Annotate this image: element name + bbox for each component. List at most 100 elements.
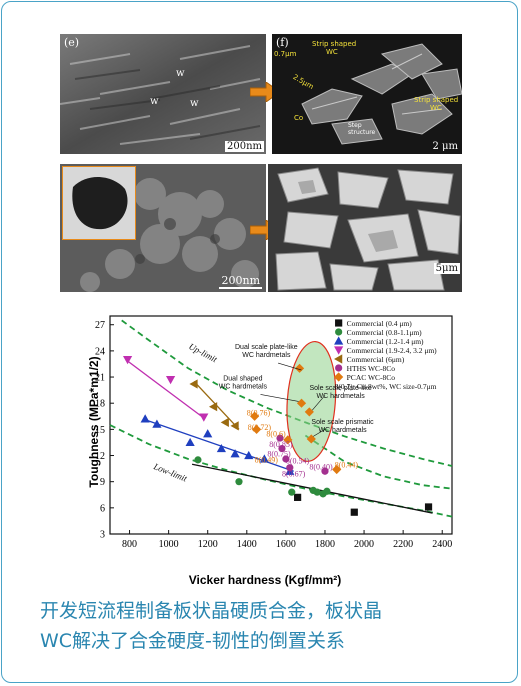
data-point [140, 414, 150, 423]
w-label-1: w [176, 68, 185, 79]
data-point [294, 493, 302, 501]
data-point [152, 419, 162, 428]
sem-panel-g: 200nm [60, 164, 266, 292]
y-tick-label: 6 [100, 503, 105, 514]
legend-entry: Commercial (6μm) [347, 355, 405, 364]
y-tick-label: 18 [95, 399, 105, 410]
annot-strip-wc-1: Strip shaped WC [312, 40, 356, 56]
legend-entry: HTHS WC-8Co [347, 364, 396, 373]
w-label-2: w [150, 96, 159, 107]
caption: 开发短流程制备板状晶硬质合金，板状晶 WC解决了合金硬度-韧性的倒置关系 [40, 596, 490, 656]
x-tick-label: 800 [122, 539, 137, 550]
data-point [259, 454, 269, 463]
upper-right-limit-curve [304, 434, 453, 490]
data-point [208, 402, 218, 412]
data-point [323, 487, 331, 495]
w-label-3: w [190, 98, 199, 109]
point-label: 8(0.67) [282, 469, 306, 478]
point-label: 8(0.44) [335, 461, 359, 470]
point-label: 8(0.76) [247, 408, 271, 417]
axis-ticks: 800 1000 1200 1400 1600 1800 2000 2200 2400 3 6 9 12… [95, 320, 452, 550]
data-point [334, 336, 344, 345]
x-tick-label: 1400 [237, 539, 257, 550]
y-tick-label: 21 [95, 373, 105, 384]
data-point [250, 411, 260, 421]
annot-dual-plate: Dual scale plate-like WC hardmetals [235, 344, 298, 359]
x-tick-label: 2200 [393, 539, 413, 550]
x-tick-label: 1000 [159, 539, 179, 550]
x-axis-label: Vicker hardness (Kgf/mm²) [189, 573, 342, 587]
annot-size-07: 0.7μm [274, 50, 297, 58]
annot-step-structure: Step structure [348, 122, 375, 136]
annot-dual-shaped: Dual shaped WC hardmetals [219, 376, 268, 391]
caption-line-2: WC解决了合金硬度-韧性的倒置关系 [40, 630, 345, 652]
data-point [230, 421, 239, 431]
data-point [321, 467, 329, 475]
data-point [203, 429, 213, 438]
panel-label-e: (e) [64, 36, 80, 49]
chart-annotations: 8(0.76) 8(0.72)8(0.6) 8(0.85)8(0.75)8(0.49… [151, 341, 374, 484]
point-label: 8(0.49) [255, 455, 279, 464]
data-point [283, 435, 293, 445]
annot-co: Co [294, 114, 304, 122]
data-point [334, 372, 344, 382]
sem-texture-h [268, 164, 462, 292]
legend-entry: Commercial (1.2-1.4 μm) [347, 337, 424, 346]
y-tick-label: 9 [100, 477, 105, 488]
data-point [194, 456, 202, 464]
data-point [334, 354, 343, 364]
x-tick-label: 1800 [315, 539, 335, 550]
data-point [122, 356, 133, 365]
trend-line-blue [144, 419, 294, 472]
panel-label-f: (f) [276, 36, 289, 49]
legend-entry: PCAC WC-8Co [347, 373, 396, 382]
sem-texture-f [272, 34, 462, 154]
point-label: 8(0.40) [309, 462, 333, 471]
y-axis-label: Toughness (MPa*m1/2) [87, 356, 101, 487]
annot-structure: structure [348, 129, 376, 136]
data-point [335, 319, 343, 327]
annot-sole-prismatic: Sole scale prismatic WC hardmetals [311, 419, 374, 434]
data-point [189, 379, 198, 389]
data-point [288, 488, 296, 496]
data-point [335, 364, 343, 372]
tem-inset [62, 166, 136, 240]
annot-strip-shaped-1: Strip shaped [312, 40, 357, 48]
data-point [282, 455, 290, 463]
annot-wc-2: WC [430, 104, 442, 112]
toughness-hardness-chart: 800 1000 1200 1400 1600 1800 2000 2200 2400 3 6 9 12… [87, 315, 453, 587]
data-point [235, 478, 243, 486]
data-point [220, 417, 229, 427]
data-point [199, 413, 209, 422]
annotation-arrow [277, 362, 302, 371]
y-tick-label: 24 [95, 346, 105, 357]
legend-note: 8(0.7): Co-8wt%, WC size-0.7μm [335, 382, 437, 391]
x-tick-label: 1200 [198, 539, 218, 550]
annotation-arrow [312, 395, 326, 411]
data-point [230, 449, 240, 458]
point-label: 8(0.75) [267, 449, 291, 458]
data-point [276, 434, 284, 442]
annot-step: Step [348, 122, 362, 129]
data-point [350, 508, 358, 516]
annot-strip-wc-2: Strip shaped WC [414, 96, 458, 112]
y-tick-label: 15 [95, 425, 105, 436]
scale-bar-g: 200nm [219, 274, 262, 289]
sem-panel-h: 5μm [268, 164, 462, 292]
legend-entry: Commercial (0.4 μm) [347, 319, 413, 328]
data-point [165, 376, 176, 385]
legend-entry: Commercial (0.8-1.1μm) [347, 328, 423, 337]
data-point [313, 488, 321, 496]
y-tick-label: 3 [100, 530, 105, 541]
data-point [278, 444, 286, 453]
point-label: 8(0.6) [266, 429, 286, 438]
data-point [286, 464, 294, 472]
up-limit-curve [121, 319, 453, 467]
annotation-arrow [260, 394, 299, 402]
scale-bar-h: 5μm [433, 263, 460, 274]
data-point [185, 437, 195, 447]
data-point [335, 328, 343, 336]
x-tick-label: 2000 [354, 539, 374, 550]
sem-panel-e: (e) w w w 200nm [60, 34, 266, 154]
data-point [334, 346, 344, 355]
